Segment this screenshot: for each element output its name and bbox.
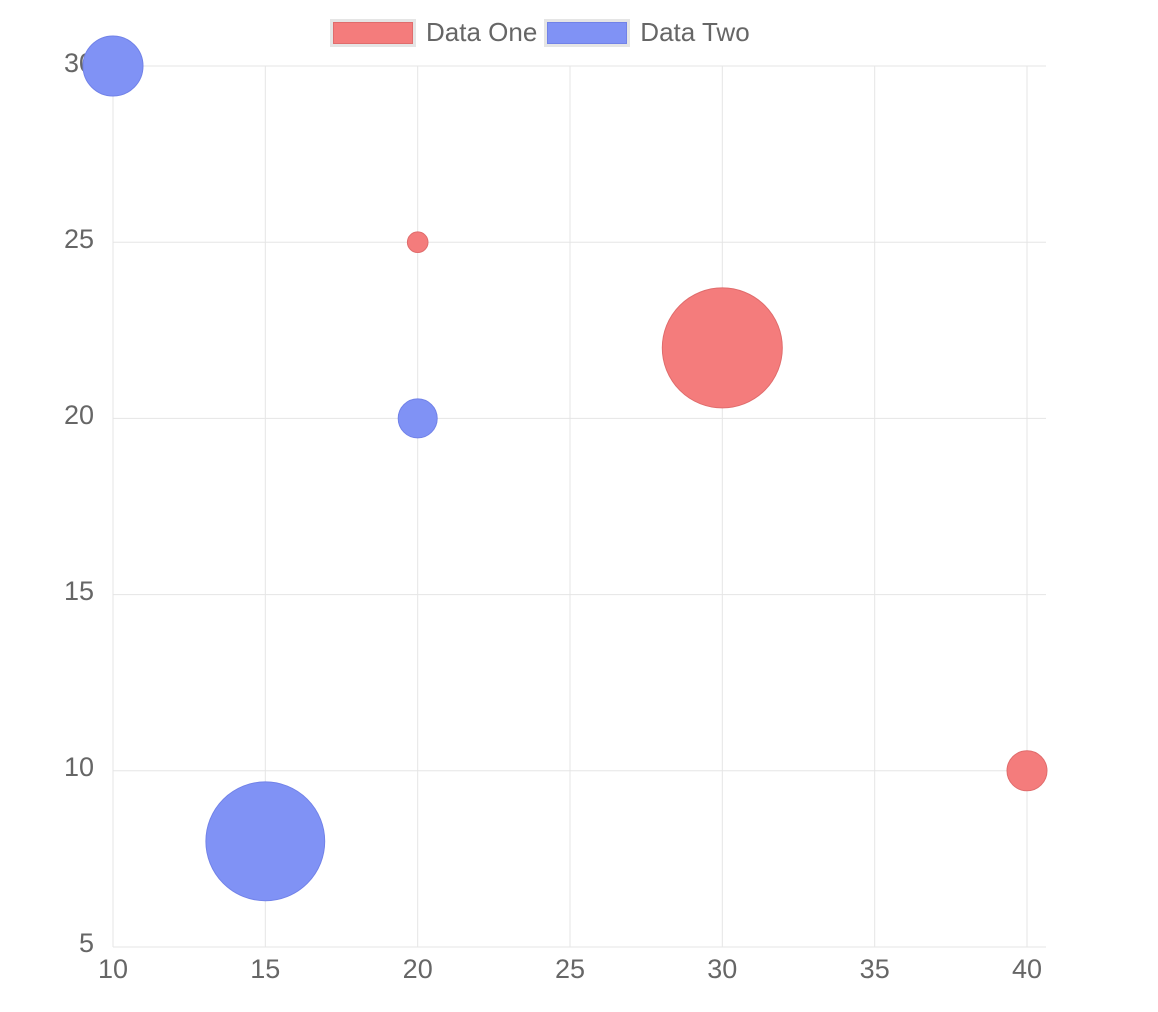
svg-text:20: 20 xyxy=(64,400,94,430)
svg-text:10: 10 xyxy=(98,954,128,984)
svg-text:25: 25 xyxy=(64,224,94,254)
svg-text:35: 35 xyxy=(860,954,890,984)
svg-text:15: 15 xyxy=(250,954,280,984)
svg-text:30: 30 xyxy=(707,954,737,984)
svg-text:15: 15 xyxy=(64,576,94,606)
svg-text:20: 20 xyxy=(403,954,433,984)
svg-text:40: 40 xyxy=(1012,954,1042,984)
svg-text:5: 5 xyxy=(79,928,94,958)
svg-text:25: 25 xyxy=(555,954,585,984)
svg-text:10: 10 xyxy=(64,752,94,782)
